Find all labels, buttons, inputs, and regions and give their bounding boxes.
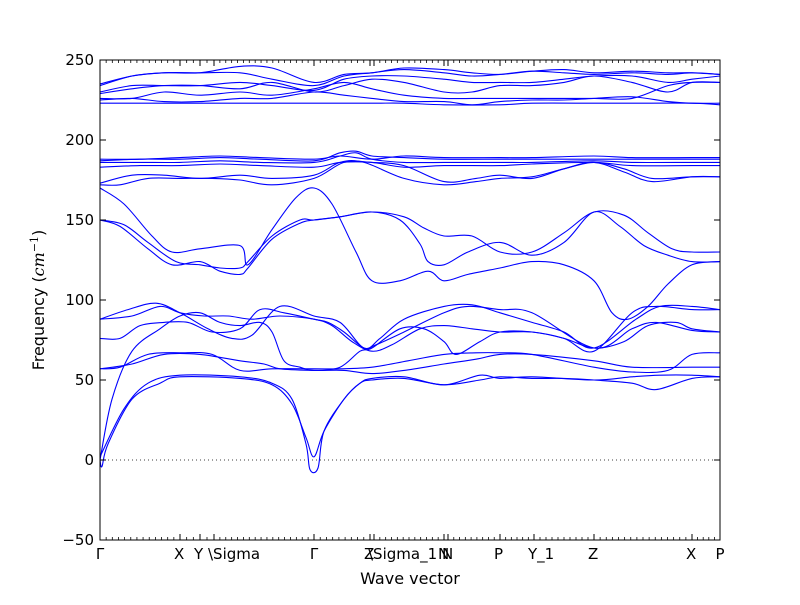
- y-tick-label: 100: [65, 291, 94, 309]
- x-tick-label: P: [494, 545, 503, 563]
- y-tick-label: −50: [62, 531, 94, 549]
- series-line-8: [99, 302, 721, 350]
- y-tick-label: 0: [84, 451, 94, 469]
- y-tick-label: 200: [65, 131, 94, 149]
- series-line-19: [99, 91, 721, 106]
- series-line-2: [99, 374, 721, 474]
- series-line-20: [99, 81, 721, 100]
- x-tick-label: Γ: [96, 545, 105, 563]
- x-axis-label: Wave vector: [360, 569, 460, 588]
- series-line-22: [99, 74, 721, 93]
- x-tick-label: Z: [364, 545, 374, 563]
- xtick-label-layer: Γ X Y \Sigma Γ Z\Sigma_1 NN P Y_1 Z X P: [96, 545, 725, 564]
- x-tick-label: X: [174, 545, 184, 563]
- series-line-13: [99, 160, 721, 186]
- tick-layer: [99, 59, 721, 541]
- x-tick-label: N: [442, 545, 453, 563]
- series-line-24: [99, 65, 721, 85]
- series-line-21: [99, 75, 721, 95]
- y-axis-label-text: Frequency (: [29, 276, 48, 370]
- series-line-3: [99, 352, 720, 375]
- x-tick-label: Y: [193, 545, 204, 563]
- x-tick-label: Z: [588, 545, 598, 563]
- ytick-label-layer: −50 0 50 100 150 200 250: [62, 51, 94, 549]
- series-line-17: [99, 155, 720, 160]
- x-tick-label: \Sigma: [208, 545, 260, 563]
- series-line-9: [99, 210, 721, 270]
- series-line-7: [99, 305, 721, 353]
- series-line-18: [99, 102, 721, 106]
- x-tick-label: \Sigma_1: [368, 545, 437, 564]
- y-axis-label-unit: cm: [29, 252, 48, 276]
- series-line-6: [99, 305, 721, 350]
- y-tick-label: 50: [75, 371, 94, 389]
- x-tick-label: N: [438, 545, 449, 563]
- series-line-10: [99, 211, 721, 276]
- series-layer: [99, 65, 721, 474]
- series-line-14: [99, 161, 720, 168]
- y-axis-label: Frequency (cm−1): [28, 230, 48, 371]
- plot-frame: [99, 59, 721, 541]
- y-axis-label-exponent: −1: [28, 236, 41, 252]
- x-tick-label: Y_1: [527, 545, 554, 564]
- y-axis-label-close: ): [29, 230, 48, 236]
- x-tick-label: X: [686, 545, 696, 563]
- series-line-1: [99, 375, 721, 468]
- series-line-4: [99, 351, 721, 374]
- y-tick-label: 150: [65, 211, 94, 229]
- x-tick-label: Γ: [310, 545, 319, 563]
- x-tick-label: P: [715, 545, 724, 563]
- series-line-16: [99, 150, 720, 162]
- y-tick-label: 250: [65, 51, 94, 69]
- series-line-11: [99, 187, 721, 321]
